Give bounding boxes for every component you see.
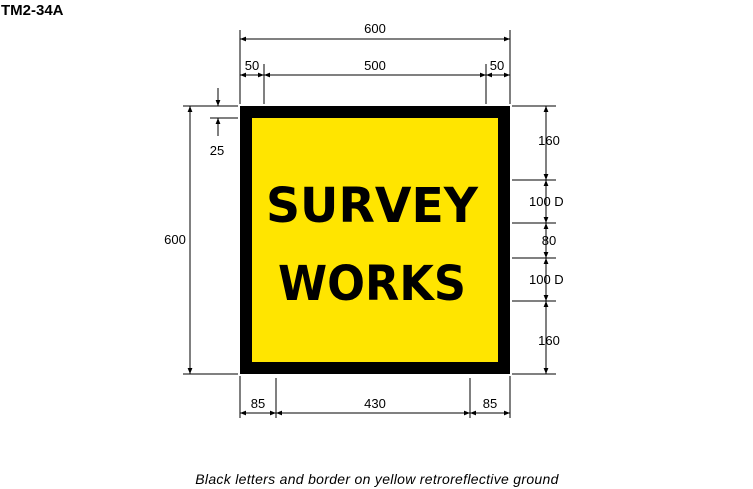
dim-legend-right: 85: [483, 396, 497, 411]
dim-overall-width: 600: [364, 21, 386, 36]
dim-line2-height: 100 D: [529, 272, 564, 287]
dim-border-offset-right: 50: [490, 58, 504, 73]
sign-ground: [252, 118, 498, 362]
dim-legend-width: 430: [364, 396, 386, 411]
dim-border-gap: 25: [210, 143, 224, 158]
sign-text-works: WORKS: [278, 256, 466, 312]
sign-code: TM2-34A: [1, 2, 64, 19]
sign-text-survey: SURVEY: [266, 178, 479, 234]
dim-overall-height: 600: [164, 232, 186, 247]
dim-legend-left: 85: [251, 396, 265, 411]
dim-line-gap: 80: [542, 233, 556, 248]
dim-inner-width: 500: [364, 58, 386, 73]
dim-border-offset-left: 50: [245, 58, 259, 73]
dim-line1-height: 100 D: [529, 194, 564, 209]
dim-top-margin: 160: [538, 133, 560, 148]
caption: Black letters and border on yellow retro…: [195, 471, 559, 487]
dim-bottom-margin: 160: [538, 333, 560, 348]
sign-board: SURVEY WORKS: [240, 106, 510, 374]
